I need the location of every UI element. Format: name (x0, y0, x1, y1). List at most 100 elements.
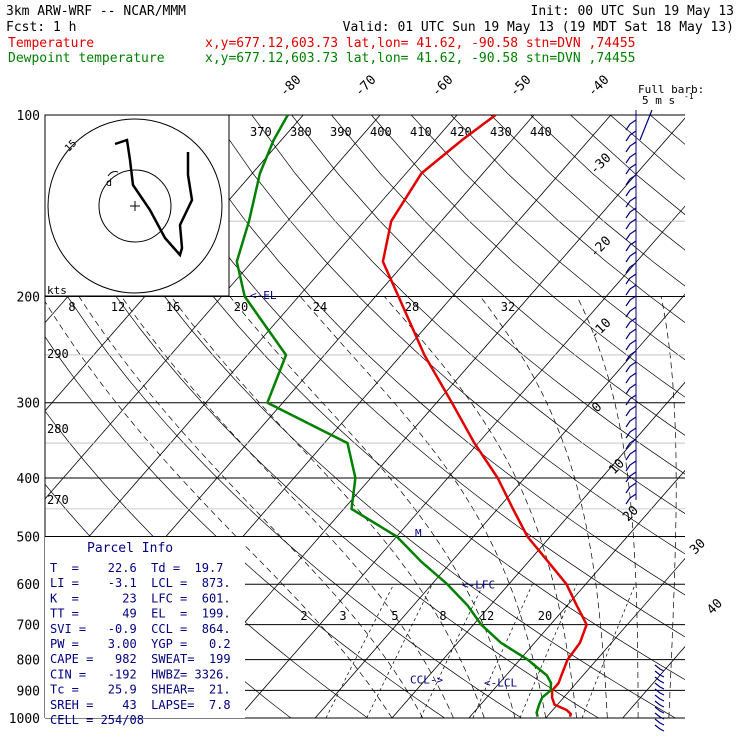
wind-barb (625, 405, 637, 417)
wind-barb (625, 262, 637, 274)
level-annotation: <-LFC (462, 579, 495, 592)
hodograph-trace (114, 138, 194, 258)
hodograph-inner-ring (98, 169, 172, 243)
wind-barb (625, 229, 637, 241)
temperature-tick-label: 20 (620, 503, 642, 525)
wind-barbs (625, 109, 665, 732)
wind-barb (625, 361, 637, 373)
hodograph-speed-label: 32 (501, 300, 515, 314)
pressure-label: 800 (17, 654, 40, 669)
temperature-tick-label: -60 (429, 73, 456, 100)
parcel-title: Parcel Info (87, 541, 173, 556)
barb-legend-speed: 5 m s (642, 94, 675, 107)
wind-barb (625, 328, 637, 340)
dry-adiabat (690, 115, 740, 731)
temperature-tick-label: -80 (277, 73, 304, 100)
temperature-tick-label: 0 (589, 400, 605, 416)
mixing-ratio-label: 2 (300, 609, 307, 623)
temperature-tick-label: -30 (587, 151, 614, 178)
dry-adiabat (530, 115, 685, 251)
pressure-label: 700 (17, 619, 40, 634)
wind-barb (654, 688, 665, 696)
wind-barb (625, 416, 637, 428)
wind-barb (625, 174, 637, 186)
pressure-label: 1000 (9, 712, 40, 727)
temperature-tick-label: -70 (352, 73, 379, 100)
isotherm-line (545, 557, 685, 718)
parcel-row: PW = 3.00 YGP = 0.2 (50, 637, 231, 651)
hodograph-speed-label: 28 (405, 300, 419, 314)
hodograph-inset: 15 d kts (44, 114, 230, 297)
wind-barb (654, 682, 665, 690)
parcel-row: CAPE = 982 SWEAT= 199 (50, 652, 231, 666)
temperature-legend: Temperature (8, 36, 94, 51)
mixing-ratio-label: 3 (339, 609, 346, 623)
wind-barb (625, 295, 637, 307)
moist-adiabat (121, 296, 454, 718)
parcel-row: CIN = -192 HWBZ= 3326. (50, 667, 231, 681)
wind-barb (654, 712, 665, 720)
wind-barb (654, 718, 665, 726)
wind-barb (625, 119, 637, 131)
isotherm-line (468, 469, 685, 718)
wind-barb (625, 152, 637, 164)
wind-barb (625, 240, 637, 252)
wind-barb (625, 141, 637, 153)
wind-barb (625, 185, 637, 197)
height-label: 290 (47, 347, 69, 361)
isotherm-line (314, 293, 685, 718)
hodograph-arrow (107, 171, 119, 177)
level-annotation: CCL-> (410, 674, 443, 687)
valid-time: Valid: 01 UTC Sun 19 May 13 (19 MDT Sat … (343, 20, 734, 35)
dry-adiabat (45, 260, 523, 718)
theta-labels: 370 380 390 400 410 420 430 440 (250, 125, 552, 139)
wind-barb (625, 251, 637, 263)
hodograph-speed-label: 16 (166, 300, 180, 314)
level-annotation: <-EL (250, 289, 277, 302)
dry-adiabat (649, 115, 685, 145)
height-label: 270 (47, 493, 69, 507)
mixing-ratio-line (325, 584, 395, 718)
isotherm-line (45, 115, 458, 588)
model-title: 3km ARW-WRF -- NCAR/MMM (6, 4, 186, 19)
wind-barb (625, 207, 637, 219)
wind-barb (654, 706, 665, 714)
isotherm-line (45, 115, 381, 500)
pressure-label: 600 (17, 578, 40, 593)
temperature-curve (381, 115, 588, 718)
pressure-label: 400 (17, 472, 40, 487)
moist-adiabat (300, 296, 547, 718)
parcel-row: SREH = 43 LAPSE= 7.8 (50, 698, 231, 712)
pressure-label: 300 (17, 397, 40, 412)
parcel-row: LI = -3.1 LCL = 873. (50, 576, 231, 590)
pressure-label: 500 (17, 530, 40, 545)
level-annotation: M (415, 527, 422, 540)
wind-barb (625, 493, 637, 505)
wind-barb (625, 130, 637, 142)
hodograph-storm-marker: d (106, 178, 112, 189)
wind-barb (625, 196, 637, 208)
isotherm-line (160, 117, 685, 718)
mixing-ratio-line (366, 584, 433, 718)
parcel-row: TT = 49 EL = 199. (50, 607, 231, 621)
temperature-tick-label: 40 (704, 596, 726, 618)
dry-adiabat (171, 115, 685, 596)
level-annotations: <-EL <-LFC <-LCL CCL-> M (250, 289, 517, 689)
dry-adiabat (291, 115, 685, 475)
pressure-label: 200 (17, 291, 40, 306)
height-label: 280 (47, 422, 69, 436)
theta-label: 390 (330, 125, 352, 139)
wind-barb (625, 460, 637, 472)
dry-adiabat (570, 115, 685, 216)
mixing-ratio-line (420, 584, 484, 718)
wind-barb (625, 284, 637, 296)
hodograph-speed-label: 8 (68, 300, 75, 314)
theta-label: 400 (370, 125, 392, 139)
wind-barb (625, 471, 637, 483)
wind-barb (625, 372, 637, 384)
hodograph-outer-ring (47, 118, 223, 294)
mixing-ratio-line (581, 584, 636, 718)
wind-barb (625, 438, 637, 450)
hodograph-speed-label: 20 (234, 300, 248, 314)
